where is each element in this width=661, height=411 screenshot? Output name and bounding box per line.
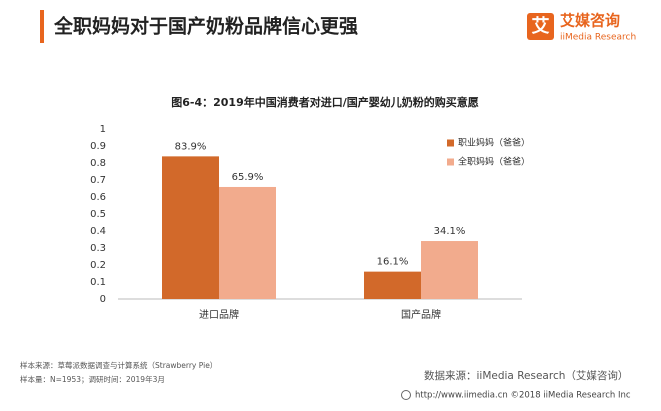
logo-sub: iiMedia Research — [560, 33, 636, 43]
y-tick-label: 0.8 — [90, 158, 106, 169]
footer: http://www.iimedia.cn ©2018 iiMedia Rese… — [415, 391, 631, 401]
bar — [162, 156, 219, 299]
y-tick-label: 0.5 — [90, 209, 106, 220]
note: 样本量：N=1953；调研时间：2019年3月 — [20, 374, 165, 384]
y-tick-label: 0.4 — [90, 226, 106, 237]
y-tick-label: 0.7 — [90, 175, 106, 186]
y-tick-label: 0.2 — [90, 260, 106, 271]
logo-box — [527, 13, 554, 40]
legend-label: 全职妈妈（爸爸） — [458, 156, 530, 168]
page-title: 全职妈妈对于国产奶粉品牌信心更强 — [53, 15, 358, 38]
globe-icon — [401, 390, 411, 400]
bar — [219, 186, 276, 299]
y-tick-label: 0.1 — [90, 277, 106, 288]
y-tick-label: 0.9 — [90, 141, 106, 152]
legend-swatch — [447, 139, 454, 147]
y-tick-label: 0 — [100, 294, 106, 305]
chart-title: 图6-4：2019年中国消费者对进口/国产婴幼儿奶粉的购买意愿 — [171, 95, 479, 109]
logo-name: 艾媒咨询 — [560, 12, 620, 30]
value-label: 34.1% — [434, 226, 466, 237]
legend-swatch — [447, 158, 454, 166]
x-tick-label: 进口品牌 — [199, 308, 239, 321]
bar — [364, 271, 421, 299]
bar — [421, 241, 478, 299]
source: 数据来源：iiMedia Research（艾媒咨询） — [424, 369, 628, 382]
value-label: 65.9% — [232, 172, 264, 183]
note: 样本来源：草莓派数据调查与计算系统（Strawberry Pie） — [20, 360, 217, 370]
logo-icon: 艾 — [532, 15, 550, 37]
y-tick-label: 1 — [100, 124, 106, 135]
legend-label: 职业妈妈（爸爸） — [458, 137, 530, 149]
y-tick-label: 0.6 — [90, 192, 106, 203]
value-label: 83.9% — [175, 141, 207, 152]
x-tick-label: 国产品牌 — [401, 308, 441, 321]
title-accent — [40, 10, 44, 43]
y-tick-label: 0.3 — [90, 243, 106, 254]
value-label: 16.1% — [377, 257, 409, 268]
